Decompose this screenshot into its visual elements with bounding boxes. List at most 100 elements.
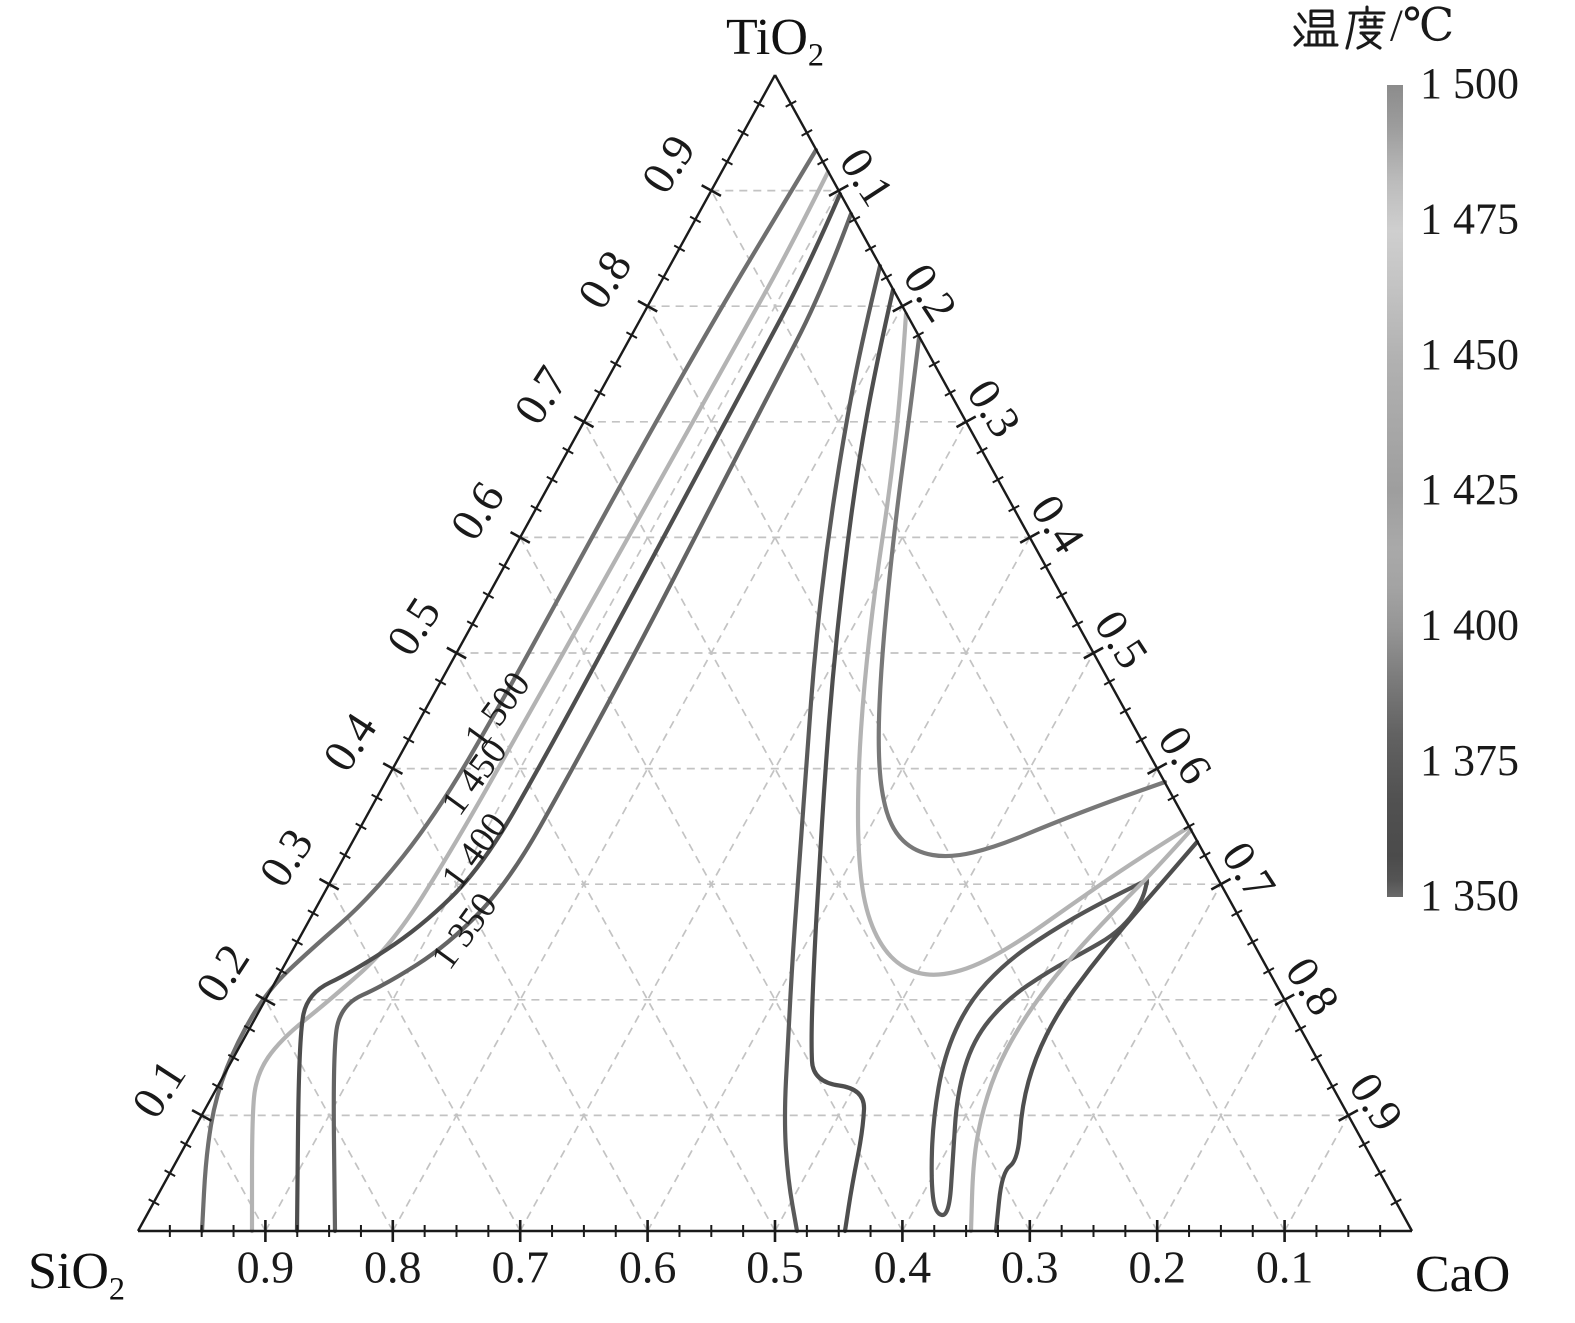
corner-label-cao: CaO	[1415, 1245, 1510, 1304]
corner-label-tio2-sub: 2	[807, 36, 825, 73]
tick-right-minor	[912, 331, 925, 339]
temperature-title-stroke	[1309, 9, 1334, 28]
tick-right-minor	[944, 389, 956, 397]
gridline-parallel-left-edge	[264, 190, 840, 1232]
corner-label-tio2-text: TiO	[725, 9, 808, 66]
tick-left-minor	[371, 793, 383, 802]
tick-left-minor	[148, 1198, 160, 1206]
tick-left-minor	[737, 129, 749, 137]
contour-line-1500	[199, 147, 819, 1234]
colorbar-title-glyphs	[1293, 5, 1386, 50]
tick-right-minor	[992, 475, 1004, 484]
axis-label-bottom: 0.5	[746, 1242, 804, 1293]
axis-label-right: 0.9	[1339, 1064, 1413, 1140]
axis-label-bottom: 0.3	[1001, 1242, 1059, 1293]
axis-label-left: 0.7	[504, 357, 578, 433]
tick-right-minor	[1247, 938, 1259, 946]
axis-label-bottom: 0.2	[1128, 1242, 1186, 1293]
tick-left-minor	[291, 938, 303, 946]
tick-left-minor	[689, 215, 702, 224]
tick-left-major	[509, 530, 531, 544]
tick-left-minor	[625, 331, 638, 339]
tick-right-minor	[1039, 562, 1052, 571]
colorbar-tick-label: 1 375	[1420, 736, 1519, 785]
contour-line-1450	[855, 311, 1192, 977]
tick-right-minor	[1199, 851, 1211, 860]
tick-left-minor	[753, 100, 765, 108]
gridline-parallel-left-edge	[392, 305, 904, 1232]
tick-left-minor	[418, 707, 431, 715]
tick-left-minor	[673, 244, 686, 253]
tick-left-major	[701, 184, 722, 198]
axis-label-bottom: 0.1	[1256, 1242, 1314, 1293]
tick-left-minor	[307, 909, 319, 917]
axis-label-bottom: 0.8	[364, 1242, 422, 1293]
axis-label-right: 0.7	[1212, 833, 1286, 909]
gridline-parallel-right-edge	[710, 190, 1286, 1232]
tick-right-major	[955, 415, 977, 429]
temperature-title-stroke	[1345, 11, 1356, 50]
tick-right-minor	[880, 273, 893, 282]
gridline-parallel-right-edge	[264, 999, 394, 1232]
tick-left-minor	[610, 360, 622, 368]
tick-right-minor	[1008, 504, 1020, 513]
corner-label-cao-text: CaO	[1415, 1246, 1511, 1303]
tick-right-major	[1146, 762, 1168, 776]
tick-right-minor	[817, 157, 829, 166]
gridline-parallel-right-edge	[646, 305, 1158, 1232]
tick-left-minor	[466, 620, 479, 628]
tick-left-major	[191, 1108, 212, 1122]
contour-line-1350	[782, 263, 883, 1234]
tick-right-major	[1019, 530, 1041, 544]
tick-left-minor	[402, 735, 415, 744]
tick-right-minor	[1294, 1024, 1307, 1033]
axis-label-left: 0.4	[313, 704, 387, 780]
gridline-parallel-right-edge	[455, 652, 776, 1232]
axis-label-bottom: 0.4	[874, 1242, 932, 1293]
tick-left-minor	[434, 678, 447, 686]
tick-right-minor	[976, 446, 988, 455]
tick-left-major	[573, 415, 595, 429]
tick-left-minor	[355, 822, 367, 831]
temperature-title-stroke	[1293, 35, 1305, 47]
gridline-parallel-right-edge	[328, 883, 521, 1232]
tick-left-major	[382, 762, 404, 776]
contour-line-1400	[993, 839, 1200, 1234]
tick-left-minor	[498, 562, 511, 571]
colorbar-tick-label: 1 500	[1420, 59, 1519, 108]
colorbar-title-suffix: /℃	[1390, 0, 1454, 51]
axis-label-right: 0.3	[957, 370, 1031, 446]
tick-left-major	[255, 993, 276, 1007]
axis-label-right: 0.8	[1276, 948, 1350, 1024]
tick-left-minor	[227, 1053, 240, 1062]
axis-label-right: 0.6	[1148, 717, 1222, 793]
tick-right-minor	[1358, 1140, 1370, 1149]
tick-left-minor	[180, 1140, 192, 1149]
axis-label-left: 0.2	[185, 935, 259, 1011]
tick-right-minor	[1183, 822, 1195, 831]
tick-right-minor	[1374, 1169, 1386, 1177]
tick-right-minor	[1231, 909, 1243, 917]
contour-line-1450	[968, 827, 1194, 1234]
tick-right-minor	[801, 129, 813, 137]
tick-right-minor	[848, 215, 861, 224]
tick-left-minor	[546, 475, 558, 484]
temperature-title-stroke	[1293, 25, 1303, 37]
tick-right-major	[1338, 1108, 1359, 1122]
colorbar-tick-label: 1 350	[1420, 871, 1519, 920]
tick-left-minor	[275, 967, 288, 975]
contour-line-1400	[294, 191, 843, 1234]
colorbar-tick-label: 1 425	[1420, 465, 1519, 514]
axis-label-left: 0.6	[440, 473, 514, 549]
gridline-parallel-left-edge	[1283, 1114, 1350, 1232]
tick-left-major	[318, 877, 340, 891]
corner-label-tio2: TiO2	[726, 8, 824, 73]
gridline-parallel-right-edge	[200, 1114, 267, 1232]
axis-label-right: 0.1	[830, 139, 904, 215]
colorbar-tick-label: 1 400	[1420, 600, 1519, 649]
tick-right-major	[828, 184, 849, 198]
tick-right-major	[1274, 993, 1295, 1007]
contour-line-1450	[249, 169, 831, 1234]
gridline-parallel-left-edge	[774, 652, 1095, 1232]
